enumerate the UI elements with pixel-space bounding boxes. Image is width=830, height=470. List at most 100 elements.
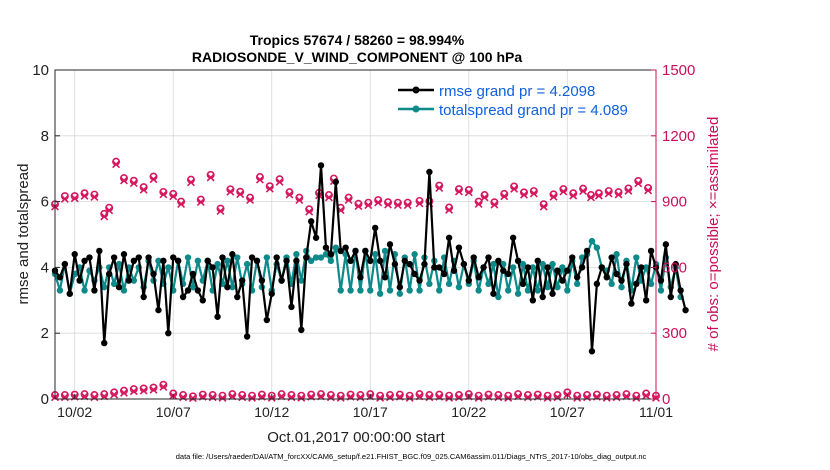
rmse-point <box>505 270 512 278</box>
rmse-point <box>475 274 482 281</box>
obs-assimilated-marker <box>454 187 463 196</box>
obs-assimilated-marker <box>642 391 651 400</box>
rmse-point <box>105 270 113 278</box>
obs-assimilated-marker <box>644 186 653 195</box>
obs-assimilated-marker <box>324 193 333 202</box>
totalspread-point <box>372 251 379 258</box>
obs-assimilated-marker <box>602 393 611 402</box>
rmse-point <box>657 277 665 284</box>
obs-assimilated-marker <box>356 393 365 402</box>
totalspread-point <box>509 264 517 271</box>
rmse-point <box>509 234 517 241</box>
totalspread-point <box>357 287 364 294</box>
obs-assimilated-marker <box>218 393 227 402</box>
obs-assimilated-marker <box>196 198 205 207</box>
obs-assimilated-marker <box>287 393 296 402</box>
rmse-point <box>140 293 147 301</box>
y-right-tick-label: 300 <box>662 325 687 342</box>
y-right-tick-label: 1500 <box>662 62 695 79</box>
totalspread-point <box>327 257 335 265</box>
obs-possible-marker <box>188 392 197 401</box>
obs-assimilated-marker <box>632 393 641 402</box>
totalspread-point <box>564 287 571 294</box>
rmse-point <box>101 339 108 347</box>
rmse-point <box>677 287 684 294</box>
legend: rmse grand pr = 4.2098 totalspread grand… <box>398 83 628 119</box>
rmse-point <box>66 290 73 297</box>
totalspread-point <box>436 287 443 294</box>
totalspread-point <box>165 264 172 271</box>
rmse-point <box>258 277 266 284</box>
totalspread-point <box>312 254 320 261</box>
obs-assimilated-marker <box>500 192 509 201</box>
rmse-point <box>293 257 300 265</box>
y-axis-left-ticks: 0 2 4 6 8 10 <box>32 62 60 408</box>
rmse-point <box>539 293 546 301</box>
obs-assimilated-marker <box>248 393 257 402</box>
rmse-point <box>682 306 689 314</box>
totalspread-point <box>549 260 556 268</box>
obs-assimilated-marker <box>405 393 414 402</box>
totalspread-point <box>110 280 118 288</box>
obs-assimilated-marker <box>559 187 568 196</box>
rmse-point <box>534 257 541 265</box>
obs-assimilated-marker <box>80 191 89 200</box>
rmse-point <box>598 264 606 271</box>
y-right-tick-label: 600 <box>662 259 687 276</box>
rmse-point <box>421 260 428 268</box>
rmse-point <box>243 333 251 340</box>
rmse-point <box>312 234 320 241</box>
totalspread-point <box>505 287 512 294</box>
rmse-point <box>155 306 162 314</box>
rmse-point <box>529 297 537 304</box>
rmse-point <box>455 244 463 251</box>
obs-assimilated-marker <box>179 393 188 402</box>
obs-assimilated-marker <box>149 175 158 184</box>
obs-assimilated-marker <box>604 189 613 198</box>
rmse-point <box>603 274 610 281</box>
obs-assimilated-marker <box>70 194 79 203</box>
rmse-point <box>450 267 458 274</box>
rmse-point <box>303 254 310 261</box>
obs-assimilated-marker <box>297 393 306 402</box>
totalspread-point <box>130 277 138 284</box>
rmse-point <box>86 254 93 261</box>
obs-assimilated-marker <box>139 185 148 194</box>
totalspread-point <box>224 257 231 265</box>
rmse-point <box>76 277 83 284</box>
totalspread-point <box>367 287 374 294</box>
rmse-point <box>135 254 142 261</box>
rmse-point <box>234 293 241 301</box>
obs-assimilated-marker <box>206 173 215 182</box>
obs-assimilated-marker <box>523 393 532 402</box>
totalspread-point <box>588 237 596 245</box>
obs-assimilated-marker <box>587 193 595 202</box>
obs-assimilated-marker <box>169 192 178 201</box>
rmse-point <box>436 264 443 271</box>
rmse-point <box>495 257 502 265</box>
rmse-point <box>396 283 404 291</box>
y-right-tick-label: 0 <box>662 391 670 408</box>
obs-assimilated-marker <box>208 393 217 402</box>
obs-assimilated-marker <box>415 199 424 208</box>
rmse-point <box>224 283 231 291</box>
obs-assimilated-marker <box>100 212 109 221</box>
rmse-point <box>165 330 172 337</box>
totalspread-point <box>544 283 551 291</box>
totalspread-point <box>115 260 123 268</box>
obs-assimilated-marker <box>376 393 385 402</box>
obs-assimilated-marker <box>188 394 197 403</box>
obs-assimilated-marker <box>624 186 633 195</box>
rmse-point <box>189 270 197 278</box>
rmse-point <box>559 277 566 284</box>
totalspread-point <box>514 290 522 297</box>
totalspread-point <box>155 257 162 265</box>
x-tick-label: 10/17 <box>353 404 388 420</box>
obs-assimilated-marker <box>246 196 255 205</box>
y-left-tick-label: 2 <box>41 325 49 342</box>
obs-assimilated-marker <box>594 191 603 200</box>
totalspread-point <box>386 287 394 294</box>
obs-assimilated-marker <box>226 187 235 196</box>
rmse-point <box>391 260 399 268</box>
rmse-point <box>578 264 586 271</box>
